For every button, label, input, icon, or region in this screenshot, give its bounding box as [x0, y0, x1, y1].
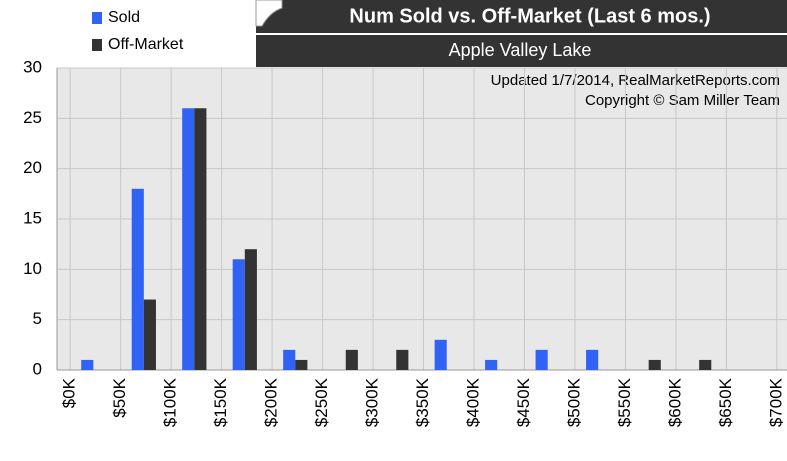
bar — [194, 108, 207, 371]
y-tick-label: 25 — [23, 108, 42, 127]
bar — [182, 108, 195, 371]
x-tick-label: $50K — [110, 377, 129, 417]
bar — [244, 249, 257, 370]
legend-label: Off-Market — [108, 36, 184, 53]
x-tick-label: $350K — [413, 377, 432, 427]
chart-title: Num Sold vs. Off-Market (Last 6 mos.) — [349, 5, 710, 27]
bar — [535, 349, 548, 370]
y-tick-label: 5 — [33, 309, 42, 328]
x-tick-label: $550K — [615, 377, 634, 427]
legend-label: Sold — [108, 9, 140, 26]
y-tick-label: 10 — [23, 259, 42, 278]
y-tick-label: 30 — [23, 57, 42, 76]
bar — [434, 339, 447, 370]
x-tick-label: $150K — [211, 377, 230, 427]
chart-subtitle: Apple Valley Lake — [449, 40, 592, 60]
x-tick-label: $600K — [665, 377, 684, 427]
bar — [648, 359, 661, 370]
x-tick-label: $500K — [564, 377, 583, 427]
x-tick-label: $100K — [161, 377, 180, 427]
bar — [295, 359, 308, 370]
bar — [586, 349, 599, 370]
legend-swatch — [92, 39, 102, 51]
bar — [232, 259, 245, 370]
title-box — [256, 0, 787, 33]
bar — [131, 188, 144, 370]
x-tick-label: $200K — [262, 377, 281, 427]
bar — [283, 349, 296, 370]
page-curl-icon — [255, 0, 283, 27]
bar — [81, 359, 94, 370]
x-tick-label: $400K — [463, 377, 482, 427]
y-tick-label: 0 — [33, 359, 42, 378]
y-tick-label: 20 — [23, 158, 42, 177]
legend-swatch — [92, 12, 102, 24]
bar — [485, 359, 498, 370]
bar — [143, 299, 156, 370]
bar — [345, 349, 358, 370]
x-tick-label: $300K — [363, 377, 382, 427]
x-tick-label: $250K — [312, 377, 331, 427]
x-tick-label: $700K — [766, 377, 785, 427]
annotation: Updated 1/7/2014, RealMarketReports.com — [491, 72, 780, 89]
x-tick-label: $450K — [514, 377, 533, 427]
annotation: Copyright © Sam Miller Team — [585, 92, 780, 109]
x-tick-label: $0K — [60, 377, 79, 408]
subtitle-box — [256, 35, 787, 67]
bar — [699, 359, 712, 370]
y-tick-label: 15 — [23, 208, 42, 227]
bar — [396, 349, 409, 370]
x-tick-label: $650K — [716, 377, 735, 427]
